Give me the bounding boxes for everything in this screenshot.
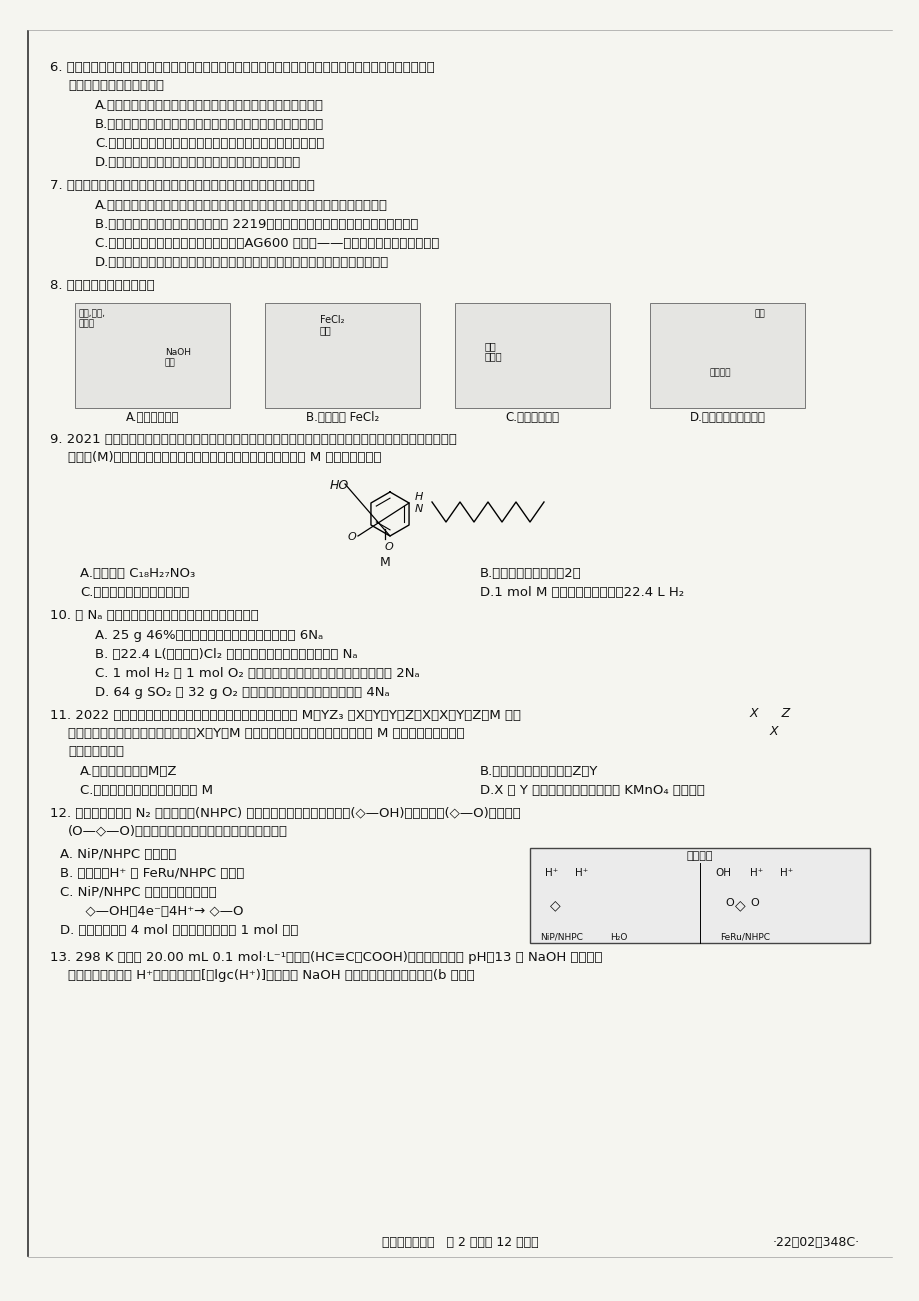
- Text: C. NiP/NHPC 极上的电极反应式：: C. NiP/NHPC 极上的电极反应式：: [60, 886, 217, 899]
- Text: B.「长征五号」火箭的箭体蒙皮材料 2219－铝合金，在一定程度上减轻了火箭的质量: B.「长征五号」火箭的箭体蒙皮材料 2219－铝合金，在一定程度上减轻了火箭的质…: [95, 219, 418, 232]
- Text: 8. 下列实验能达到目的的是: 8. 下列实验能达到目的的是: [50, 278, 154, 291]
- Text: X      Z: X Z: [749, 706, 790, 719]
- Text: 溶液: 溶液: [165, 358, 176, 367]
- Text: 10. 设 Nₐ 为阿伏加德罗常数的値。下列说法正确的是: 10. 设 Nₐ 为阿伏加德罗常数的値。下列说法正确的是: [50, 609, 258, 622]
- Text: FeRu/NHPC: FeRu/NHPC: [720, 933, 769, 942]
- Text: 乙酸,甲醇,: 乙酸,甲醇,: [79, 310, 106, 317]
- Text: H: H: [414, 492, 423, 502]
- Text: O: O: [347, 532, 357, 543]
- Text: B. 通电时，H⁺ 向 FeRu/NHPC 极迁移: B. 通电时，H⁺ 向 FeRu/NHPC 极迁移: [60, 866, 244, 879]
- Text: 11. 2022 年春节期间王亚平在太空绘制奥运五环时使用了试剂 M、YZ₃ 和X－Y－Y－Z－X，X、Y、Z、M 为原: 11. 2022 年春节期间王亚平在太空绘制奥运五环时使用了试剂 M、YZ₃ 和…: [50, 709, 520, 722]
- Text: H⁺: H⁺: [574, 868, 587, 878]
- Text: ◇: ◇: [550, 898, 560, 912]
- Text: 6. 实施西部大开发战略的过程中也要搞好生态环境保护和建设，开展植树种草活动以治理水土流失和防治沙: 6. 实施西部大开发战略的过程中也要搞好生态环境保护和建设，开展植树种草活动以治…: [50, 61, 435, 74]
- Text: 漠化等。下列叙述错误的是: 漠化等。下列叙述错误的是: [68, 79, 164, 92]
- Text: D.1 mol M 与足量的钓反应生成22.4 L H₂: D.1 mol M 与足量的钓反应生成22.4 L H₂: [480, 585, 684, 598]
- Text: D. 64 g SO₂ 和 32 g O₂ 混合，反应一段时间后总原子数为 4Nₐ: D. 64 g SO₂ 和 32 g O₂ 混合，反应一段时间后总原子数为 4N…: [95, 686, 390, 699]
- Text: C.探究水的组成: C.探究水的组成: [505, 411, 559, 424]
- Text: C.工业上采用热还原法制备单质 M: C.工业上采用热还原法制备单质 M: [80, 785, 213, 798]
- FancyBboxPatch shape: [455, 303, 609, 409]
- FancyBboxPatch shape: [265, 303, 420, 409]
- Text: (O—◇—O)的目的，装置如图所示。下列说法正确的是: (O—◇—O)的目的，装置如图所示。下列说法正确的是: [68, 825, 288, 838]
- Text: 食盐水: 食盐水: [484, 351, 502, 360]
- Text: C.改善西部戜壁滩的生态环境首先要考虑的非生物因素主要是水: C.改善西部戜壁滩的生态环境首先要考虑的非生物因素主要是水: [95, 137, 324, 150]
- Text: OH: OH: [714, 868, 731, 878]
- Text: H⁺: H⁺: [779, 868, 792, 878]
- Text: D. 电路中每通过 4 mol 电子，理论上消耗 1 mol 苯酚: D. 电路中每通过 4 mol 电子，理论上消耗 1 mol 苯酚: [60, 924, 298, 937]
- Text: M: M: [380, 556, 390, 569]
- Text: D.西部大开发过程中的耕地同样要做好除草和治虫等工作: D.西部大开发过程中的耕地同样要做好除草和治虫等工作: [95, 156, 301, 169]
- Text: D.「墨子号」卫星成功发射实现了光纤量子通信，生产光纤的主要原料为二氧化硒: D.「墨子号」卫星成功发射实现了光纤量子通信，生产光纤的主要原料为二氧化硒: [95, 256, 389, 269]
- Text: D.X 与 Y 形成的化合物不能使酸性 KMnO₄ 溶液袒色: D.X 与 Y 形成的化合物不能使酸性 KMnO₄ 溶液袒色: [480, 785, 704, 798]
- Text: H₂O: H₂O: [609, 933, 627, 942]
- Text: A.从各地采集的树种均能解决沙漠树种匮乏问题以支援沙漠改造: A.从各地采集的树种均能解决沙漠树种匮乏问题以支援沙漠改造: [95, 99, 323, 112]
- Text: B. 将22.4 L(标准状况)Cl₂ 通入足量水中，转移的电子数为 Nₐ: B. 将22.4 L(标准状况)Cl₂ 通入足量水中，转移的电子数为 Nₐ: [95, 648, 357, 661]
- Text: 酚酞溶液: 酚酞溶液: [709, 368, 731, 377]
- Text: 子序数依次增大的短周期主族元素，X、Y、M 位于不同的周期，短周期主族元素中 M 的原子半径最大。下: 子序数依次增大的短周期主族元素，X、Y、M 位于不同的周期，短周期主族元素中 M…: [68, 727, 464, 740]
- Text: A.制备乙酸甲酯: A.制备乙酸甲酯: [126, 411, 179, 424]
- Text: D.证明氨气极易溶于水: D.证明氨气极易溶于水: [689, 411, 765, 424]
- Text: 12. 我国科学家采用 N₂ 掇杂多孔碳(NHPC) 制成的催化剂可实现电解苯酚(◇—OH)制备环己酮(◇—O)和对苯醜: 12. 我国科学家采用 N₂ 掇杂多孔碳(NHPC) 制成的催化剂可实现电解苯酚…: [50, 807, 520, 820]
- Text: 13. 298 K 时，向 20.00 mL 0.1 mol·L⁻¹丙厘酸(HC≡C－COOH)溶液中逐滴加入 pH＝13 的 NaOH 溶液，溶: 13. 298 K 时，向 20.00 mL 0.1 mol·L⁻¹丙厘酸(HC…: [50, 951, 602, 964]
- Text: C. 1 mol H₂ 和 1 mol O₂ 在一定条件下完全反应，转移的电子数为 2Nₐ: C. 1 mol H₂ 和 1 mol O₂ 在一定条件下完全反应，转移的电子数…: [95, 667, 419, 680]
- Text: N: N: [414, 503, 423, 514]
- Text: 7. 化学在「国之重器」的制造中发挥着重要作用。下列有关叙述错误的是: 7. 化学在「国之重器」的制造中发挥着重要作用。下列有关叙述错误的是: [50, 180, 314, 193]
- Text: 液中由水电离出的 H⁺浓度的负对数[－lgc(H⁺)]与所加入 NaOH 溶液的体积关系如图所示(b 点对应: 液中由水电离出的 H⁺浓度的负对数[－lgc(H⁺)]与所加入 NaOH 溶液的…: [68, 969, 474, 982]
- Text: B.最简单氢化物稳定性：Z＞Y: B.最简单氢化物稳定性：Z＞Y: [480, 765, 597, 778]
- Text: A.「娥娥五号」使用的太阳能电池阵和锦离子蓄电池组，均可将化学能转化成电能: A.「娥娥五号」使用的太阳能电池阵和锦离子蓄电池组，均可将化学能转化成电能: [95, 199, 388, 212]
- Text: NaOH: NaOH: [165, 347, 191, 356]
- Text: 直流电源: 直流电源: [686, 851, 712, 861]
- Text: ◇: ◇: [734, 898, 744, 912]
- Text: 氧气: 氧气: [754, 310, 765, 317]
- Text: C.实现海上首飞的水陆两栖飞机「鲲龙」AG600 的燃料——航空某油是石油分餏的产品: C.实现海上首飞的水陆两栖飞机「鲲龙」AG600 的燃料——航空某油是石油分餏的…: [95, 237, 439, 250]
- Text: 饱和: 饱和: [484, 341, 496, 351]
- Text: FeCl₂: FeCl₂: [320, 315, 344, 325]
- FancyBboxPatch shape: [75, 303, 230, 409]
- Text: NiP/NHPC: NiP/NHPC: [539, 933, 583, 942]
- Text: HO: HO: [330, 479, 349, 492]
- Text: H⁺: H⁺: [749, 868, 763, 878]
- Text: 列说法正确的是: 列说法正确的是: [68, 745, 124, 758]
- Text: 9. 2021 年诺贝尔生理学或医学奖获得者之一在发现温度和触觉感受器之间的关系方面作出了巨大贡献，其中: 9. 2021 年诺贝尔生理学或医学奖获得者之一在发现温度和触觉感受器之间的关系…: [50, 433, 457, 446]
- Text: A.分子式为 C₁₈H₂₇NO₃: A.分子式为 C₁₈H₂₇NO₃: [80, 567, 195, 580]
- Text: 溶液: 溶液: [320, 325, 332, 334]
- Text: ·22－02－348C·: ·22－02－348C·: [772, 1236, 859, 1249]
- Text: B.苯环上的一氯代物有2种: B.苯环上的一氯代物有2种: [480, 567, 581, 580]
- Text: C.能发生消去反应和氧化反应: C.能发生消去反应和氧化反应: [80, 585, 189, 598]
- FancyBboxPatch shape: [650, 303, 804, 409]
- FancyBboxPatch shape: [529, 848, 869, 943]
- Text: B.制备无水 FeCl₂: B.制备无水 FeCl₂: [305, 411, 379, 424]
- Text: O: O: [724, 898, 733, 908]
- Text: O: O: [749, 898, 758, 908]
- Text: A.简单离子半径：M＞Z: A.简单离子半径：M＞Z: [80, 765, 177, 778]
- Text: ◇—OH＋4e⁻＋4H⁺→ ◇—O: ◇—OH＋4e⁻＋4H⁺→ ◇—O: [60, 905, 244, 919]
- Text: 《高三理科综合   第 2 页（共 12 页）》: 《高三理科综合 第 2 页（共 12 页）》: [381, 1236, 538, 1249]
- Text: A. NiP/NHPC 极为阳极: A. NiP/NHPC 极为阳极: [60, 848, 176, 861]
- Text: B.退耕还草可以增加生物多样性，增强生态系统的自我调节能力: B.退耕还草可以增加生物多样性，增强生态系统的自我调节能力: [95, 118, 323, 131]
- Text: O: O: [384, 543, 393, 552]
- Text: A. 25 g 46%的乙醇水溶液中含有的氢原子数为 6Nₐ: A. 25 g 46%的乙醇水溶液中含有的氢原子数为 6Nₐ: [95, 628, 323, 641]
- Text: H⁺: H⁺: [544, 868, 558, 878]
- Text: X: X: [769, 725, 777, 738]
- Text: 辣椒素(M)是关键性的识别物质，其结构简式如图所示。下列有关 M 的说法正确的是: 辣椒素(M)是关键性的识别物质，其结构简式如图所示。下列有关 M 的说法正确的是: [68, 451, 381, 464]
- Text: 浓硫酸: 浓硫酸: [79, 319, 95, 328]
